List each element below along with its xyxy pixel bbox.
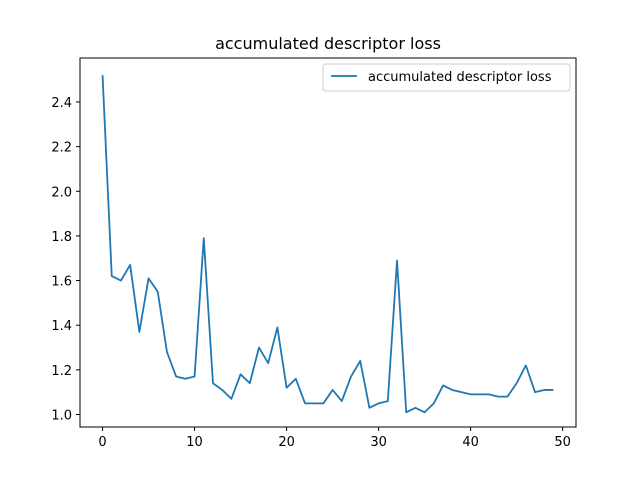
x-tick-label: 50 bbox=[554, 435, 571, 450]
x-axis-ticks: 0 10 20 30 40 50 bbox=[98, 427, 571, 450]
chart-title: accumulated descriptor loss bbox=[215, 34, 441, 53]
y-tick-label: 1.0 bbox=[51, 408, 72, 423]
y-tick-label: 1.8 bbox=[51, 230, 72, 245]
legend-box bbox=[322, 63, 571, 92]
y-tick-label: 2.2 bbox=[51, 141, 72, 156]
legend-label: accumulated descriptor loss bbox=[368, 70, 552, 85]
series-layer bbox=[101, 75, 554, 414]
x-tick-label: 0 bbox=[98, 435, 106, 450]
y-axis-ticks: 1.0 1.2 1.4 1.6 1.8 2.0 2.2 2.4 bbox=[51, 96, 80, 423]
series-line-0 bbox=[101, 75, 554, 414]
plot-area-frame bbox=[79, 57, 577, 428]
y-tick-label: 2.0 bbox=[51, 185, 72, 200]
x-tick-label: 30 bbox=[370, 435, 387, 450]
y-tick-label: 1.6 bbox=[51, 275, 72, 290]
x-tick-label: 40 bbox=[462, 435, 479, 450]
y-tick-label: 1.4 bbox=[51, 319, 72, 334]
legend: accumulated descriptor loss bbox=[322, 63, 571, 92]
x-tick-label: 10 bbox=[186, 435, 203, 450]
y-tick-label: 1.2 bbox=[51, 364, 72, 379]
y-tick-label: 2.4 bbox=[51, 96, 72, 111]
x-tick-label: 20 bbox=[278, 435, 295, 450]
